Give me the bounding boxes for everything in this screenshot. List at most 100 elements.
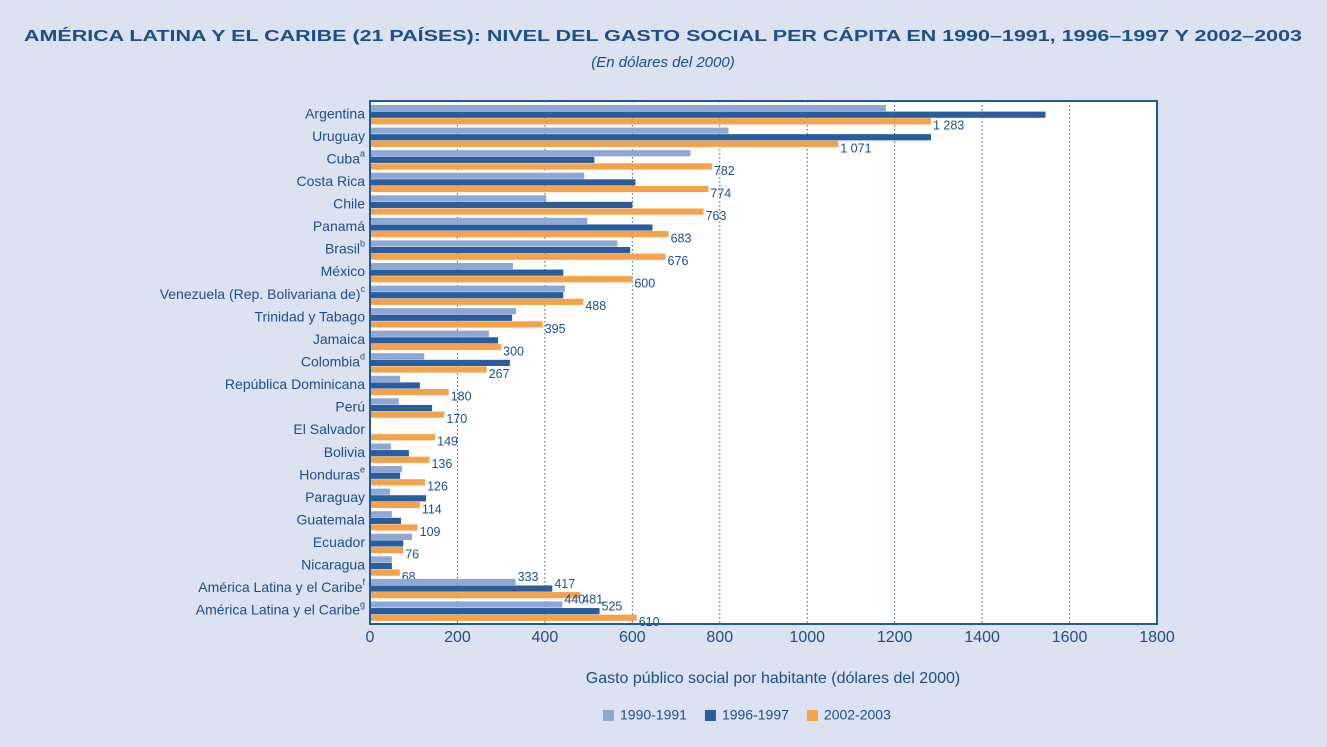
- bar: [370, 140, 839, 147]
- category-name: Paraguay: [305, 489, 365, 505]
- category-note: g: [360, 600, 365, 610]
- value-label: 114: [422, 502, 442, 516]
- bar: [370, 398, 399, 405]
- bar: [370, 343, 502, 351]
- bar: [370, 359, 510, 367]
- bar: [370, 533, 412, 540]
- category-name: Brasil: [325, 240, 360, 256]
- category-note: b: [360, 239, 365, 249]
- y-tick-label: América Latina y el Caribeg: [196, 600, 365, 617]
- value-label: 1 283: [933, 119, 964, 133]
- value-label: 481: [582, 593, 603, 607]
- x-tick-label: 400: [532, 629, 559, 646]
- chart-title: AMÉRICA LATINA Y EL CARIBE (21 PAÍSES): …: [24, 28, 1303, 45]
- legend: 1990-1991 1996-1997 2002-2003: [603, 707, 891, 723]
- bar: [370, 569, 400, 576]
- bar: [370, 314, 513, 321]
- bar: [370, 240, 618, 247]
- category-name: Guatemala: [297, 511, 366, 527]
- category-name: Argentina: [305, 105, 365, 121]
- chart-subtitle: (En dólares del 2000): [591, 54, 734, 71]
- y-tick-label: Panamá: [313, 218, 365, 234]
- category-name: El Salvador: [293, 421, 365, 437]
- bar: [370, 321, 543, 328]
- value-label: 136: [431, 457, 452, 471]
- value-label: 109: [420, 525, 441, 539]
- legend-label: 1996-1997: [722, 707, 789, 723]
- bar: [370, 562, 392, 570]
- legend-swatch: [806, 710, 818, 721]
- bar: [370, 517, 402, 524]
- y-tick-label: América Latina y el Caribef: [198, 578, 365, 595]
- y-tick-label: Bolivia: [324, 443, 365, 459]
- bar: [370, 601, 563, 608]
- category-name: Bolivia: [324, 443, 365, 459]
- x-tick-label: 1000: [789, 629, 825, 646]
- value-label: 763: [706, 209, 727, 223]
- value-label: 149: [437, 435, 458, 449]
- y-tick-label: Argentina: [305, 105, 365, 121]
- x-tick-label: 1400: [964, 629, 1000, 646]
- bar: [370, 127, 729, 134]
- value-label: 782: [714, 164, 735, 178]
- bar: [370, 382, 420, 389]
- x-tick-label: 600: [619, 629, 646, 646]
- category-name: Costa Rica: [297, 173, 366, 189]
- bar: [370, 495, 426, 502]
- y-tick-label: Trinidad y Tabago: [254, 308, 365, 324]
- bar: [370, 308, 517, 315]
- bar: [370, 298, 584, 305]
- legend-swatch: [603, 710, 614, 721]
- category-note: d: [360, 352, 365, 362]
- y-tick-label: Nicaragua: [301, 556, 365, 572]
- y-tick-label: Paraguay: [305, 489, 365, 505]
- bar: [370, 404, 433, 412]
- bar: [370, 179, 636, 186]
- bar: [370, 172, 585, 179]
- category-name: Venezuela (Rep. Bolivariana de): [160, 286, 361, 302]
- bar: [370, 208, 704, 215]
- bar: [370, 111, 1046, 118]
- bars: 1 283 1 071 782 774 763 683 676 600 488 395 300 267…: [370, 105, 1046, 629]
- value-label: 676: [668, 254, 689, 268]
- bar: [370, 411, 445, 418]
- value-label: 488: [585, 299, 606, 313]
- value-label: 600: [634, 277, 655, 291]
- y-tick-label: Jamaica: [313, 331, 365, 347]
- bar: [370, 330, 489, 337]
- bar: [370, 163, 712, 170]
- bar: [370, 185, 709, 193]
- x-axis-label: Gasto público social por habitante (dóla…: [586, 670, 960, 687]
- y-tick-label: El Salvador: [293, 421, 365, 437]
- bar: [370, 472, 401, 479]
- bar: [370, 156, 595, 163]
- category-name: Honduras: [299, 466, 360, 482]
- bar: [370, 276, 633, 283]
- legend-swatch: [704, 710, 716, 721]
- x-tick-label: 0: [366, 629, 375, 646]
- category-note: a: [360, 149, 365, 159]
- bar: [370, 366, 487, 373]
- value-label: 267: [489, 367, 510, 381]
- value-label: 76: [405, 547, 419, 561]
- y-tick-label: Brasilb: [325, 239, 365, 256]
- value-label: 126: [427, 480, 448, 494]
- category-note: c: [361, 284, 366, 294]
- category-name: Nicaragua: [301, 556, 365, 572]
- bar: [370, 540, 404, 547]
- x-tick-label: 800: [706, 629, 733, 646]
- category-name: Panamá: [313, 218, 365, 234]
- value-label: 333: [518, 570, 539, 584]
- bar: [370, 217, 588, 225]
- bar: [370, 262, 513, 270]
- bar: [370, 614, 637, 621]
- bar: [370, 150, 691, 157]
- bar: [370, 375, 401, 382]
- bar: [370, 501, 420, 509]
- legend-label: 2002-2003: [824, 707, 891, 723]
- bar: [370, 524, 418, 531]
- bar: [370, 292, 564, 299]
- bar: [370, 511, 392, 518]
- value-label: 417: [554, 577, 575, 591]
